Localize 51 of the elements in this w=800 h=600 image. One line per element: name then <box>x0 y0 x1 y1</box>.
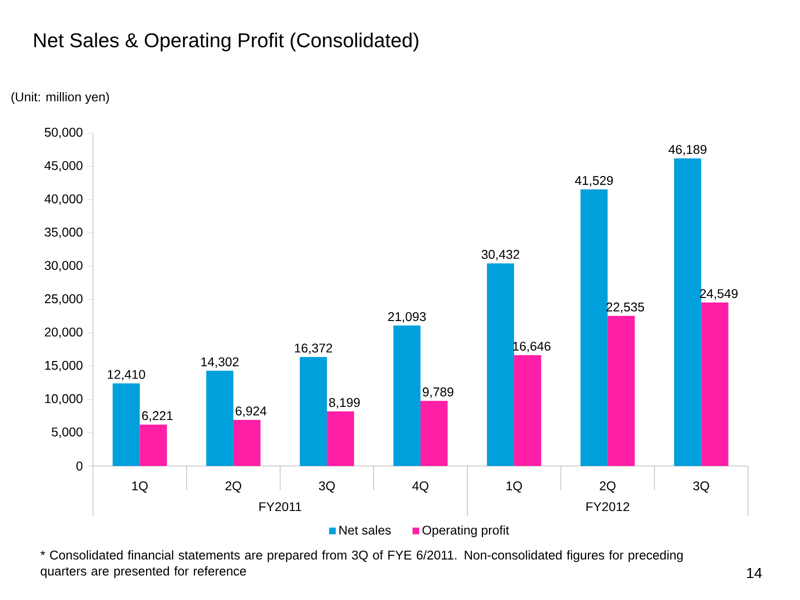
y-tick-label: 45,000 <box>44 161 82 172</box>
legend-label: Operating profit <box>422 525 510 538</box>
x-tick-label: 3Q <box>318 481 335 493</box>
text: FY2012 <box>586 502 630 512</box>
text: * Consolidated financial statements are prepared from 3Q of FYE 6/2011. Non-consolidated figures for preceding quarters are presented for reference <box>40 550 683 578</box>
bar <box>140 424 167 466</box>
bar <box>486 263 514 466</box>
data-label: 8,199 <box>329 398 360 408</box>
data-label: 6,924 <box>236 406 266 417</box>
bar <box>608 316 635 466</box>
bar <box>233 420 260 466</box>
x-tick-label: 1Q <box>132 481 148 493</box>
y-tick-label: 10,000 <box>45 394 82 405</box>
bar <box>112 383 140 466</box>
y-tick-label: 35,000 <box>44 228 82 238</box>
data-label: 6,221 <box>142 411 173 422</box>
y-tick-label: 20,000 <box>44 328 82 338</box>
bar <box>206 370 234 466</box>
x-tick-label: 2Q <box>226 481 242 493</box>
chart-title: Net Sales & Operating Profit (Consolidated) <box>34 32 418 52</box>
x-tick-label: 3Q <box>693 481 710 493</box>
data-label: 14,302 <box>201 357 239 368</box>
bar <box>326 411 354 466</box>
y-tick-label: 50,000 <box>44 128 82 138</box>
data-label: 9,789 <box>422 387 454 398</box>
legend-label: Net sales <box>339 525 391 535</box>
y-tick-label: 40,000 <box>44 194 82 205</box>
y-tick-label: 15,000 <box>45 360 82 372</box>
chart-subtitle: (Unit: million yen) <box>12 92 109 104</box>
bar <box>300 356 327 466</box>
data-label: 12,410 <box>108 370 146 380</box>
y-tick-label: 5,000 <box>52 427 82 438</box>
data-label: 41,529 <box>575 176 613 186</box>
text: FY2011 <box>259 502 302 512</box>
bar <box>701 302 728 466</box>
x-tick-label: 1Q <box>506 481 522 493</box>
y-tick-label: 0 <box>76 462 82 470</box>
y-tick-label: 25,000 <box>44 294 82 305</box>
bar <box>420 400 448 466</box>
y-tick-label: 30,000 <box>44 260 82 272</box>
data-label: 30,432 <box>482 250 520 260</box>
text: 14 <box>747 568 762 578</box>
data-label: 21,093 <box>388 312 426 323</box>
data-label: 16,372 <box>294 344 332 354</box>
bar <box>580 189 608 466</box>
x-tick-label: 4Q <box>412 481 428 493</box>
bar <box>674 158 702 466</box>
bar <box>514 355 542 466</box>
bar <box>393 326 420 466</box>
x-tick-label: 2Q <box>600 481 616 493</box>
data-label: 46,189 <box>668 144 706 156</box>
